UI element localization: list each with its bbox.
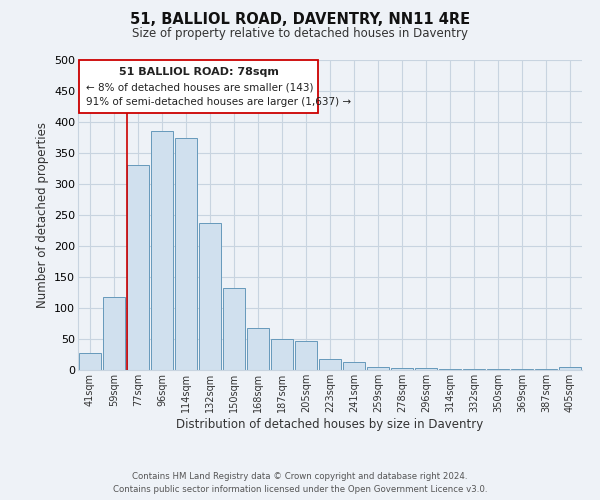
Text: ← 8% of detached houses are smaller (143): ← 8% of detached houses are smaller (143… (86, 82, 314, 92)
Bar (295, 342, 317, 370)
Bar (391, 368, 413, 370)
Bar (79, 352, 101, 370)
X-axis label: Distribution of detached houses by size in Daventry: Distribution of detached houses by size … (176, 418, 484, 430)
Bar (415, 368, 437, 370)
Text: 51, BALLIOL ROAD, DAVENTRY, NN11 4RE: 51, BALLIOL ROAD, DAVENTRY, NN11 4RE (130, 12, 470, 28)
Bar (367, 367, 389, 370)
FancyBboxPatch shape (79, 60, 318, 112)
Bar (343, 362, 365, 370)
Bar (199, 223, 221, 370)
Bar (271, 339, 293, 370)
Text: Size of property relative to detached houses in Daventry: Size of property relative to detached ho… (132, 28, 468, 40)
Text: Contains HM Land Registry data © Crown copyright and database right 2024.
Contai: Contains HM Land Registry data © Crown c… (113, 472, 487, 494)
Bar (127, 166, 149, 370)
Bar (439, 369, 461, 370)
Bar (559, 367, 581, 370)
Y-axis label: Number of detached properties: Number of detached properties (35, 122, 49, 308)
Text: 51 BALLIOL ROAD: 78sqm: 51 BALLIOL ROAD: 78sqm (119, 66, 278, 76)
Bar (151, 132, 173, 370)
Text: 91% of semi-detached houses are larger (1,637) →: 91% of semi-detached houses are larger (… (86, 97, 352, 107)
Bar (319, 359, 341, 370)
Bar (175, 138, 197, 370)
Bar (103, 298, 125, 370)
Bar (247, 328, 269, 370)
Bar (223, 288, 245, 370)
